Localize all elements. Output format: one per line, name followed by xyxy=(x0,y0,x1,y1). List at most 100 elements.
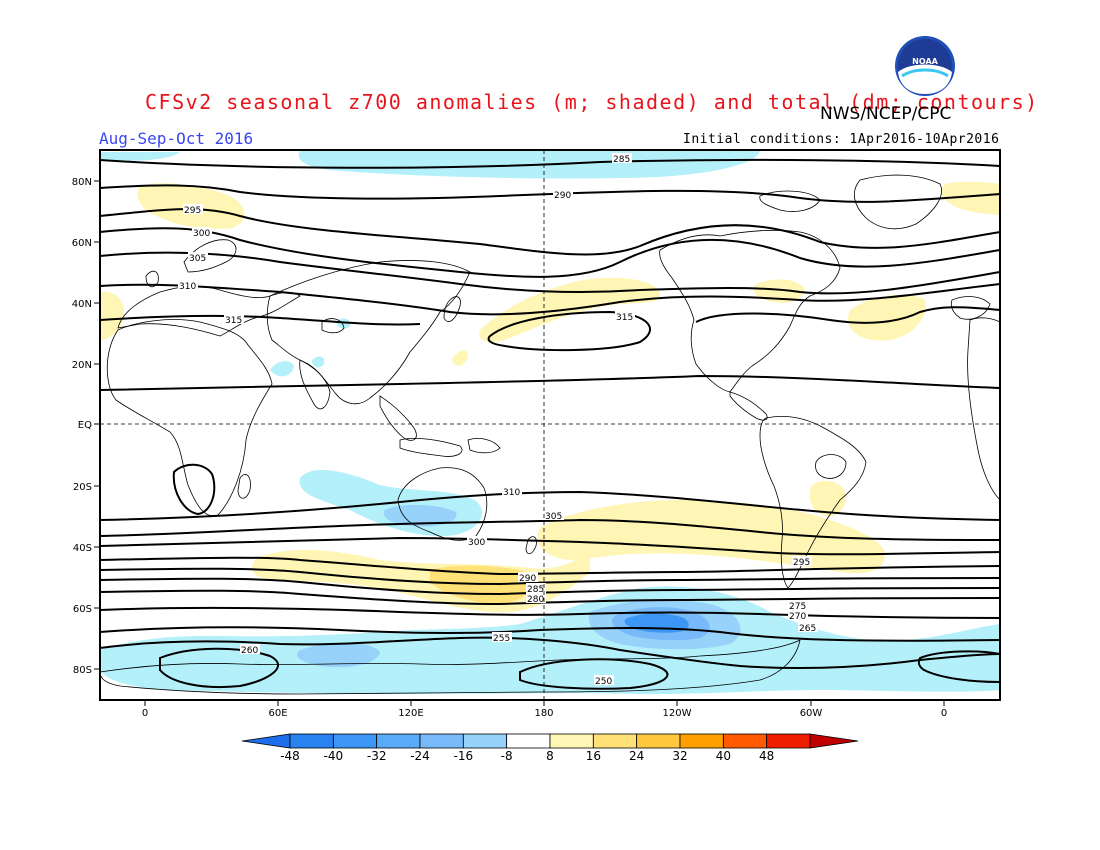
contour-305-south xyxy=(100,518,1000,541)
colorbar-swatch xyxy=(289,733,334,749)
contour-295-north xyxy=(100,208,1000,256)
initial-conditions-label: Initial conditions: 1Apr2016-10Apr2016 xyxy=(683,132,1000,147)
contour-315-north-west xyxy=(100,314,421,326)
colorbar-arrow-right xyxy=(809,733,859,749)
contour-label: 305 xyxy=(189,254,206,264)
neg-anomaly-middle-east xyxy=(270,361,294,377)
contour-label: 315 xyxy=(616,313,633,323)
contour-label: 285 xyxy=(613,155,630,165)
neg-anomaly-arabia xyxy=(312,356,325,368)
contour-310-south xyxy=(100,490,1000,521)
lon-label: 60W xyxy=(800,708,823,719)
coast-arctic-islands xyxy=(759,190,821,212)
lon-label: 120E xyxy=(398,708,423,719)
contour-285-north xyxy=(100,158,1000,169)
coast-caspian-sea xyxy=(321,318,345,334)
lat-label: 20N xyxy=(72,360,92,371)
colorbar-swatch xyxy=(722,733,768,749)
contour-270-south xyxy=(100,606,1000,619)
coast-africa-east-repeat xyxy=(967,317,1000,501)
coast-southeast-asia xyxy=(379,395,417,441)
coast-antarctica xyxy=(100,639,801,695)
contour-315-atlantic-high xyxy=(695,306,1000,324)
contour-315-africa xyxy=(172,463,216,516)
lon-label: 0 xyxy=(941,708,947,719)
coast-africa xyxy=(106,319,273,517)
contour-label: 300 xyxy=(193,229,210,239)
longitude-axis: 0 60E 120E 180 120W 60W 0 xyxy=(142,700,947,719)
contour-260-antarctic-west xyxy=(159,647,279,689)
contour-label: 295 xyxy=(184,206,201,216)
total-height-contours xyxy=(100,158,1000,690)
colorbar-swatch xyxy=(332,733,378,749)
pos-anomaly-south-pacific-band xyxy=(537,500,886,574)
colorbar-swatch xyxy=(679,733,724,749)
colorbar-tick-label: -32 xyxy=(367,749,387,763)
contour-305-north xyxy=(100,251,1000,295)
colorbar-tick-label: 16 xyxy=(586,749,601,763)
contour-310-north xyxy=(100,283,1000,316)
pos-anomaly-japan-sea xyxy=(452,350,468,366)
map-frame xyxy=(99,149,1001,701)
contour-label: 315 xyxy=(225,316,242,326)
colorbar-swatch xyxy=(376,733,421,749)
colorbar-swatch xyxy=(419,733,464,749)
lon-label: 0 xyxy=(142,708,148,719)
contour-315-tropics xyxy=(100,374,1000,391)
lon-label: 120W xyxy=(663,708,692,719)
contour-label: 265 xyxy=(799,624,816,634)
contour-290-north xyxy=(100,184,1000,203)
colorbar-swatch xyxy=(462,733,508,749)
lat-label: 60S xyxy=(73,604,92,615)
pos-anomaly-arctic-east xyxy=(941,181,1000,215)
contour-300-north xyxy=(100,227,1000,278)
coast-lake-south-america xyxy=(815,454,847,479)
colorbar-swatch xyxy=(766,733,811,749)
colorbar: -48 -40 -32 -24 -16 -8 8 16 24 32 40 48 xyxy=(241,733,859,763)
contour-label: 290 xyxy=(554,191,571,201)
contour-label: 310 xyxy=(179,282,196,292)
pos-anomaly-north-america xyxy=(753,279,805,303)
coast-australia xyxy=(397,467,488,541)
contour-255-antarctic-east xyxy=(917,650,1000,684)
colorbar-swatch xyxy=(636,733,681,749)
colorbar-tick-label: 32 xyxy=(672,749,687,763)
neg-anomaly-australia-core xyxy=(383,504,457,527)
contour-label: 305 xyxy=(545,512,562,522)
lat-label: 40N xyxy=(72,299,92,310)
coast-japan xyxy=(443,296,461,322)
colorbar-tick-label: 24 xyxy=(629,749,644,763)
contour-280-south xyxy=(100,589,1000,606)
colorbar-tick-label: -16 xyxy=(454,749,474,763)
contour-260-south xyxy=(100,626,1000,642)
contour-label: 275 xyxy=(789,602,806,612)
contour-label: 255 xyxy=(493,634,510,644)
coast-madagascar xyxy=(237,474,251,499)
coast-india xyxy=(299,359,331,410)
lat-label: 20S xyxy=(73,482,92,493)
agency-label: NWS/NCEP/CPC xyxy=(820,104,952,124)
contour-label: 260 xyxy=(241,646,258,656)
lat-label: EQ xyxy=(78,420,92,431)
contour-label: 290 xyxy=(519,574,536,584)
contour-label: 250 xyxy=(595,677,612,687)
contour-label: 310 xyxy=(503,488,520,498)
contour-label: 300 xyxy=(468,538,485,548)
lon-label: 180 xyxy=(534,708,553,719)
neg-anomaly-arctic-west xyxy=(100,152,180,161)
contour-315-pacific-high xyxy=(487,310,651,352)
season-label: Aug-Sep-Oct 2016 xyxy=(99,129,254,148)
contour-labels: 285 290 295 300 305 310 315 315 310 305 … xyxy=(178,153,818,687)
contour-300-south xyxy=(100,536,1000,556)
coast-central-america xyxy=(729,391,768,421)
colorbar-swatch xyxy=(549,733,594,749)
coast-new-zealand xyxy=(525,536,537,555)
contour-250-antarctic xyxy=(519,658,669,690)
noaa-logo-text: NOAA xyxy=(912,57,938,66)
pos-anomaly-north-atlantic xyxy=(848,294,926,341)
contour-285-south xyxy=(100,577,1000,596)
contour-label: 280 xyxy=(527,595,544,605)
contour-label: 270 xyxy=(789,612,806,622)
coast-south-america xyxy=(759,416,867,589)
